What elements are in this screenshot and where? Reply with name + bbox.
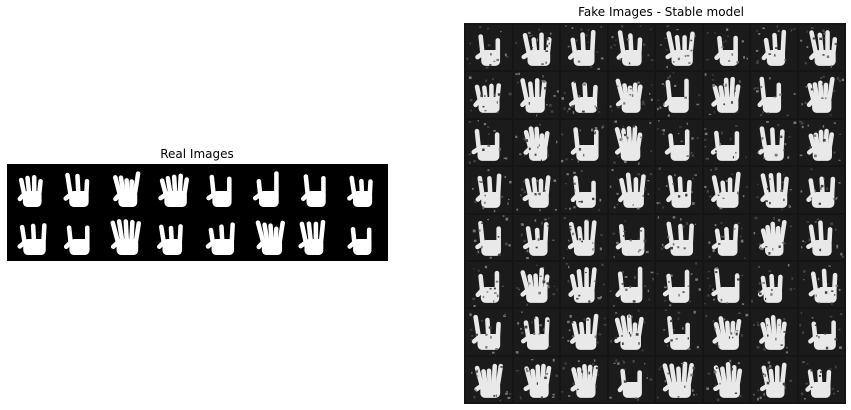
fake-sample-image (656, 72, 702, 118)
fake-sample-image (798, 72, 844, 118)
fake-sample-image (798, 25, 844, 71)
fake-sample-image (608, 72, 654, 118)
fake-sample-image (513, 25, 559, 71)
fake-sample-image (751, 356, 797, 402)
fake-sample-image (466, 72, 512, 118)
fake-sample-image (656, 167, 702, 213)
fake-sample-image (703, 167, 749, 213)
fake-sample-image (608, 356, 654, 402)
fake-sample-image (798, 356, 844, 402)
fake-sample-image (466, 356, 512, 402)
fake-sample-image (798, 119, 844, 166)
fake-sample-image (703, 261, 749, 308)
fake-sample-image (608, 25, 654, 71)
fake-sample-image (751, 72, 797, 118)
real-sample-image (103, 166, 150, 212)
fake-sample-image (466, 25, 512, 71)
fake-sample-image (751, 25, 797, 71)
fake-sample-image (513, 309, 559, 355)
fake-sample-image (561, 309, 607, 355)
fake-sample-image (751, 214, 797, 260)
real-sample-image (9, 213, 55, 259)
fake-sample-image (798, 167, 844, 213)
fake-images-grid (464, 23, 846, 404)
real-sample-image (293, 213, 339, 259)
fake-sample-image (466, 167, 512, 213)
fake-sample-image (561, 261, 607, 308)
real-sample-image (245, 166, 292, 212)
fake-sample-image (561, 25, 607, 71)
fake-sample-image (751, 309, 797, 355)
fake-sample-image (751, 119, 797, 166)
fake-sample-image (656, 25, 702, 71)
fake-images-title: Fake Images - Stable model (578, 5, 744, 19)
fake-sample-image (561, 119, 607, 166)
real-sample-image (151, 213, 197, 259)
fake-sample-image (513, 72, 559, 118)
fake-sample-image (703, 25, 749, 71)
real-sample-image (9, 166, 55, 212)
fake-sample-image (798, 309, 844, 355)
fake-sample-image (608, 167, 654, 213)
real-sample-image (198, 166, 244, 212)
real-sample-image (151, 166, 197, 212)
fake-sample-image (751, 167, 797, 213)
real-sample-image (293, 166, 339, 212)
fake-sample-image (656, 214, 702, 260)
fake-sample-image (656, 261, 702, 308)
fake-sample-image (703, 72, 749, 118)
real-sample-image (245, 213, 292, 259)
fake-sample-image (703, 309, 749, 355)
fake-sample-image (703, 119, 749, 166)
fake-sample-image (466, 309, 512, 355)
real-sample-image (198, 213, 244, 259)
fake-sample-image (703, 214, 749, 260)
fake-sample-image (656, 309, 702, 355)
fake-sample-image (656, 356, 702, 402)
fake-sample-image (751, 261, 797, 308)
real-sample-image (56, 213, 102, 259)
real-images-grid (7, 164, 388, 261)
fake-sample-image (608, 261, 654, 308)
real-images-title: Real Images (160, 147, 234, 161)
fake-sample-image (608, 214, 654, 260)
fake-sample-image (561, 167, 607, 213)
fake-sample-image (513, 167, 559, 213)
fake-sample-image (561, 72, 607, 118)
fake-sample-image (513, 214, 559, 260)
fake-sample-image (466, 119, 512, 166)
fake-sample-image (608, 119, 654, 166)
fake-sample-image (798, 214, 844, 260)
fake-sample-image (513, 356, 559, 402)
fake-sample-image (561, 214, 607, 260)
real-sample-image (340, 166, 386, 212)
fake-sample-image (466, 261, 512, 308)
fake-sample-image (608, 309, 654, 355)
fake-sample-image (561, 356, 607, 402)
real-sample-image (103, 213, 150, 259)
fake-sample-image (656, 119, 702, 166)
fake-sample-image (703, 356, 749, 402)
real-sample-image (56, 166, 102, 212)
fake-sample-image (466, 214, 512, 260)
fake-sample-image (513, 261, 559, 308)
real-sample-image (340, 213, 386, 259)
fake-sample-image (798, 261, 844, 308)
fake-sample-image (513, 119, 559, 166)
